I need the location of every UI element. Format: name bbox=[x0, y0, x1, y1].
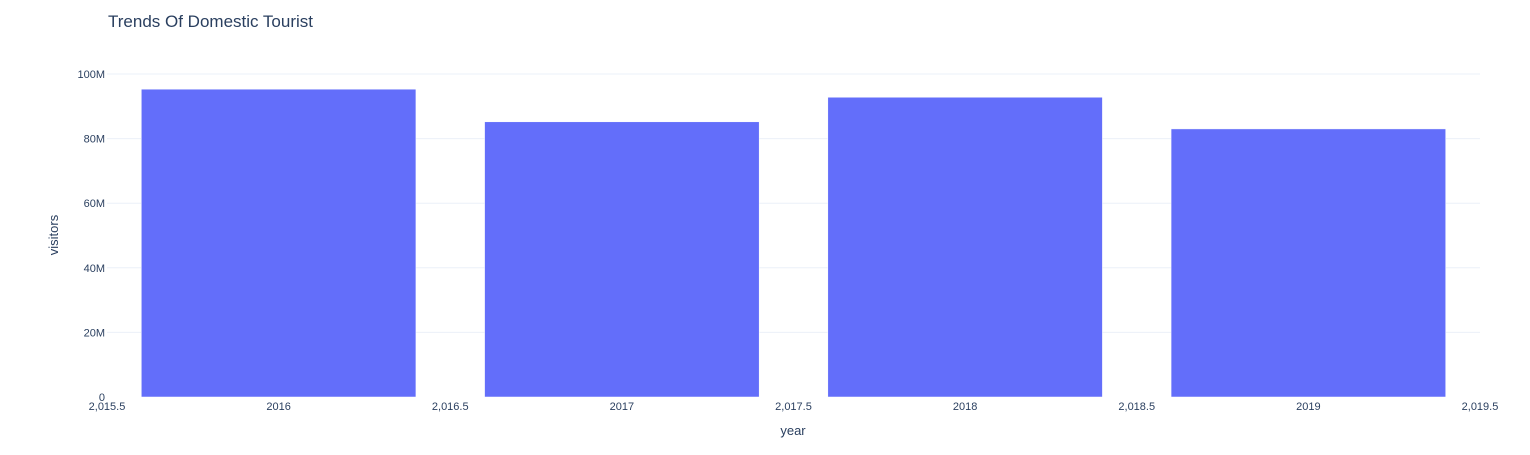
bar-2017[interactable] bbox=[484, 121, 760, 398]
x-tick-label: 2,018.5 bbox=[1118, 401, 1155, 413]
x-axis-title: year bbox=[780, 423, 806, 438]
y-tick-label: 60M bbox=[84, 198, 105, 210]
y-axis-title: visitors bbox=[46, 214, 61, 255]
y-tick-label: 100M bbox=[77, 69, 105, 81]
y-tick-label: 80M bbox=[84, 134, 105, 146]
y-axis-ticks: 0 20M 40M 60M 80M 100M bbox=[77, 69, 105, 404]
bar-2019[interactable] bbox=[1170, 128, 1446, 398]
x-axis-ticks: 2,015.5 2016 2,016.5 2017 2,017.5 2018 2,018.5… bbox=[89, 401, 1499, 413]
bars bbox=[141, 88, 1446, 398]
y-tick-label: 0 bbox=[99, 392, 105, 404]
x-tick-label: 2,017.5 bbox=[775, 401, 812, 413]
chart-title: Trends Of Domestic Tourist bbox=[108, 12, 313, 31]
x-tick-label: 2019 bbox=[1296, 401, 1320, 413]
x-tick-label: 2016 bbox=[266, 401, 290, 413]
x-tick-label: 2018 bbox=[953, 401, 977, 413]
y-tick-label: 40M bbox=[84, 263, 105, 275]
bar-2018[interactable] bbox=[827, 97, 1103, 398]
x-tick-label: 2017 bbox=[610, 401, 634, 413]
bar-2016[interactable] bbox=[141, 88, 417, 398]
x-tick-label: 2,015.5 bbox=[89, 401, 126, 413]
x-tick-label: 2,016.5 bbox=[432, 401, 469, 413]
x-tick-label: 2,019.5 bbox=[1462, 401, 1499, 413]
y-tick-label: 20M bbox=[84, 327, 105, 339]
